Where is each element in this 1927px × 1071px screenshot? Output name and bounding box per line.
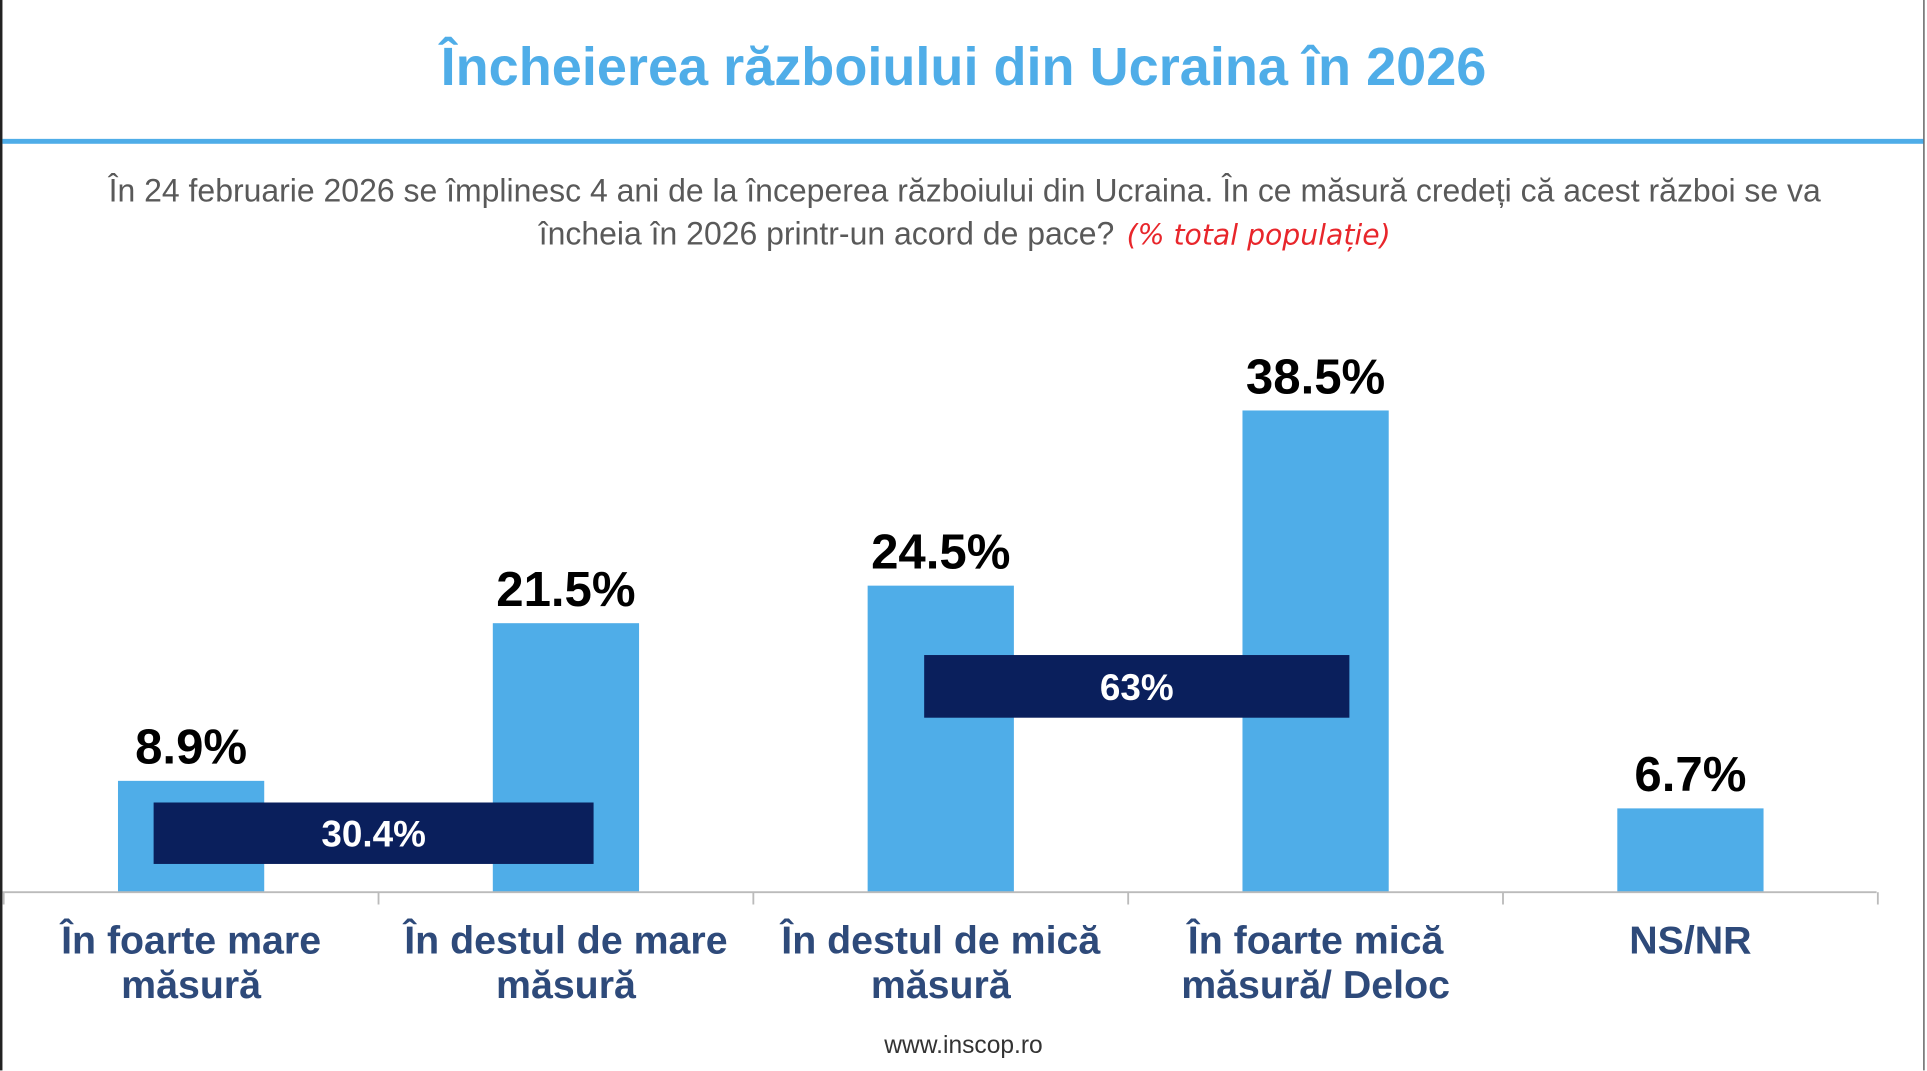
- population-note: (% total populație): [1126, 219, 1391, 252]
- category-label: măsură: [871, 963, 1012, 1007]
- value-label: 8.9%: [135, 721, 247, 775]
- category-label: În destul de mare: [402, 919, 727, 963]
- value-label: 24.5%: [871, 525, 1010, 579]
- value-label: 21.5%: [496, 563, 635, 617]
- right-border: [1923, 0, 1925, 1071]
- chart-subtitle: În 24 februarie 2026 se împlinesc 4 ani …: [74, 170, 1856, 258]
- category-label: În foarte mică: [1186, 919, 1445, 963]
- value-label: 6.7%: [1634, 748, 1746, 802]
- category-label: NS/NR: [1629, 919, 1751, 963]
- title-divider: [2, 138, 1924, 144]
- question-text: În 24 februarie 2026 se împlinesc 4 ani …: [108, 172, 1821, 252]
- bar: [1242, 410, 1389, 893]
- group-total-box: [153, 802, 594, 864]
- group-total-label: 30.4%: [321, 814, 426, 855]
- bar: [1617, 808, 1764, 893]
- group-total-label: 63%: [1100, 667, 1174, 708]
- left-border: [0, 0, 3, 1071]
- value-label: 38.5%: [1246, 350, 1385, 404]
- category-label: În destul de mică: [779, 919, 1101, 963]
- category-label: măsură/ Deloc: [1181, 963, 1450, 1007]
- footer-url: www.inscop.ro: [884, 1032, 1043, 1060]
- category-label: măsură: [496, 963, 637, 1007]
- category-label: În foarte mare: [59, 919, 321, 963]
- chart-title: Încheierea războiului din Ucraina în 202…: [440, 36, 1487, 98]
- group-total-box: [924, 655, 1350, 718]
- bar: [867, 585, 1014, 893]
- category-label: măsură: [121, 963, 262, 1007]
